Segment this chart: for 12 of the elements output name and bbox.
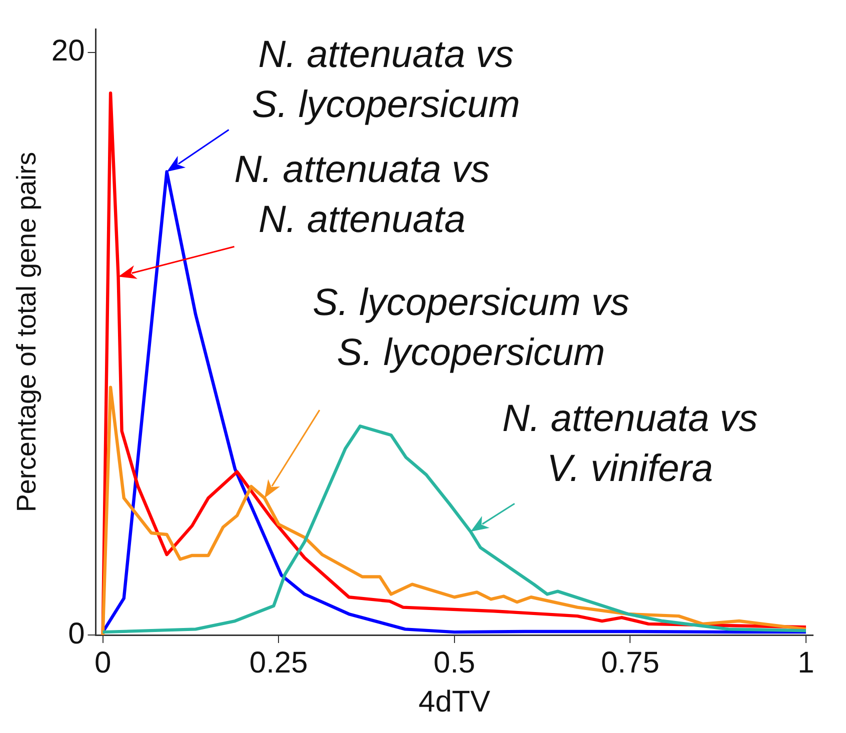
x-tick-label: 0.25 bbox=[249, 646, 308, 680]
x-tick-label: 1 bbox=[798, 646, 814, 680]
y-tick-label: 20 bbox=[51, 34, 85, 68]
x-tick-label: 0 bbox=[94, 646, 112, 680]
annotation: N. attenuata vs N. attenuata bbox=[233, 148, 491, 243]
y-axis-title: Percentage of total gene pairs bbox=[12, 152, 42, 512]
x-axis-title: 4dTV bbox=[418, 685, 490, 718]
annotation: N. attenuata vs V. vinifera bbox=[501, 397, 759, 492]
x-tick-label: 0.5 bbox=[434, 646, 476, 680]
x-tick-label: 0.75 bbox=[600, 646, 660, 680]
annotation: N. attenuata vs S. lycopersicum bbox=[250, 33, 522, 128]
annotation: S. lycopersicum vs S. lycopersicum bbox=[312, 281, 630, 376]
